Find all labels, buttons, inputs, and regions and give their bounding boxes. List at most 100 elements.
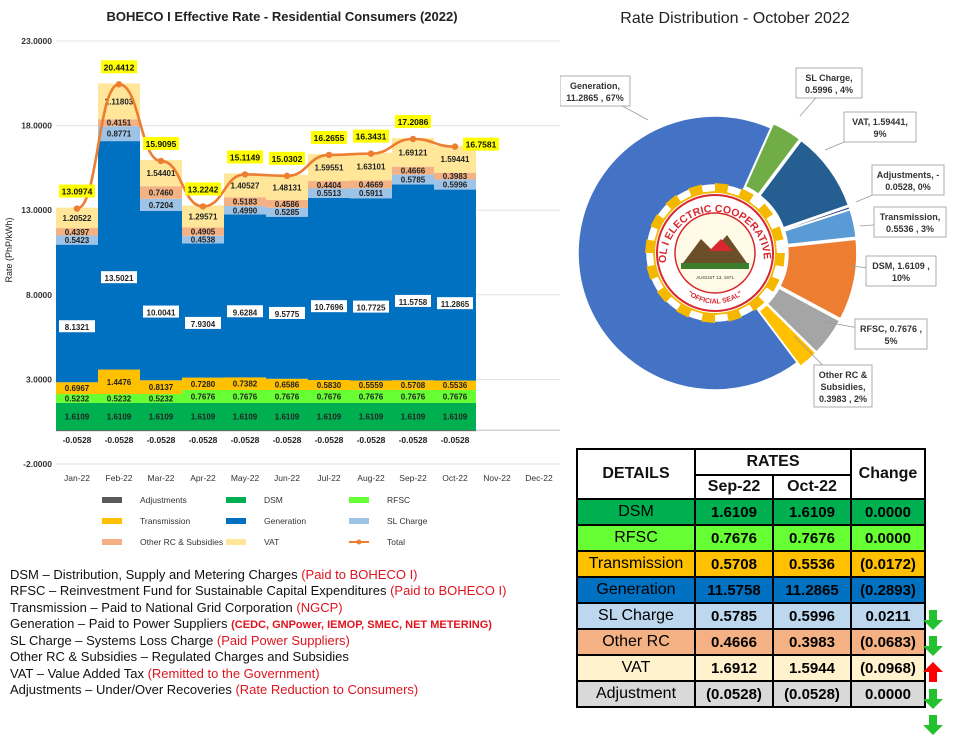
definitions-list: DSM – Distribution, Supply and Metering … bbox=[10, 567, 570, 698]
data-label-bg bbox=[395, 294, 431, 307]
bar-segment-vat bbox=[350, 152, 392, 181]
data-label: 1.20522 bbox=[63, 214, 92, 223]
pie-label-box bbox=[813, 364, 873, 408]
total-point bbox=[199, 203, 207, 210]
data-label: 7.9304 bbox=[191, 320, 216, 329]
rates-cell-oct: 1.6109 bbox=[772, 498, 852, 526]
bar-legend: Adjustments DSM RFSC Transmission Generation… bbox=[102, 495, 428, 547]
bar-segment-adjustments bbox=[266, 430, 308, 432]
pie-label-box bbox=[871, 164, 945, 196]
rates-cell-change: 0.0211 bbox=[850, 602, 926, 630]
data-label: 0.5232 bbox=[149, 394, 174, 403]
bar-segment-rfsc bbox=[434, 389, 476, 403]
total-label: 15.0302 bbox=[272, 154, 303, 164]
total-label-bg bbox=[101, 60, 137, 74]
legend-label: SL Charge bbox=[387, 516, 428, 526]
definition-paid-to: (NGCP) bbox=[296, 599, 343, 615]
y-tick-label: 23.0000 bbox=[21, 36, 52, 46]
definition-item: DSM – Distribution, Supply and Metering … bbox=[10, 567, 570, 583]
bar-segment-dsm bbox=[140, 402, 182, 431]
total-label-bg bbox=[311, 130, 347, 144]
data-label: 0.4538 bbox=[191, 236, 216, 245]
bar-segment-other-rc-subsidies bbox=[266, 200, 308, 208]
data-label-bg bbox=[353, 300, 389, 313]
legend-label: RFSC bbox=[387, 495, 410, 505]
rates-cell-change: 0.0000 bbox=[850, 498, 926, 526]
y-tick-label: 18.0000 bbox=[21, 121, 52, 131]
data-label: 13.5021 bbox=[105, 274, 134, 283]
data-label: 0.4905 bbox=[191, 228, 216, 237]
y-tick-label: -2.0000 bbox=[23, 459, 52, 469]
data-label: 1.59441 bbox=[441, 155, 470, 164]
bar-segment-vat bbox=[182, 205, 224, 228]
data-label: 0.5911 bbox=[359, 189, 384, 198]
bar-segment-adjustments bbox=[308, 430, 350, 432]
bar-segment-adjustments bbox=[392, 430, 434, 432]
total-point bbox=[157, 157, 165, 165]
data-label: 0.7676 bbox=[317, 392, 342, 401]
data-label: 8.1321 bbox=[65, 323, 90, 332]
bar-segment-other-rc-subsidies bbox=[308, 181, 350, 189]
pie-slice-transmission bbox=[783, 208, 857, 246]
legend-swatch bbox=[349, 518, 369, 524]
pie-slice-vat bbox=[758, 139, 850, 229]
pie-slice-other-rc-subsidies bbox=[758, 303, 817, 368]
total-point bbox=[115, 81, 123, 88]
data-label: 0.6586 bbox=[275, 380, 300, 389]
data-label: 9.5775 bbox=[275, 310, 300, 319]
arrow-down-icon bbox=[923, 714, 943, 735]
rates-cell-sep: 0.4666 bbox=[694, 628, 774, 656]
bar-segment-adjustments bbox=[224, 430, 266, 432]
data-label: -0.0528 bbox=[63, 435, 92, 445]
bar-segment-generation bbox=[56, 244, 98, 383]
definition-paid-to: (Paid to BOHECO I) bbox=[390, 583, 507, 599]
data-label: 11.2865 bbox=[441, 300, 470, 309]
bar-segment-vat bbox=[140, 160, 182, 187]
bar-segment-rfsc bbox=[56, 394, 98, 403]
bar-segment-sl-charge bbox=[266, 207, 308, 217]
legend-label: Total bbox=[387, 537, 405, 547]
total-label: 13.0974 bbox=[62, 187, 93, 197]
bar-segment-transmission bbox=[350, 380, 392, 390]
data-label: 1.29571 bbox=[189, 212, 218, 221]
bar-segment-other-rc-subsidies bbox=[392, 166, 434, 175]
bar-segment-dsm bbox=[182, 402, 224, 431]
bar-segment-other-rc-subsidies bbox=[98, 119, 140, 127]
bar-segment-vat bbox=[56, 207, 98, 229]
bar-segment-sl-charge bbox=[98, 126, 140, 142]
data-label: 0.7676 bbox=[191, 392, 216, 401]
pie-label-box bbox=[795, 67, 863, 99]
rates-cell-change: (0.0172) bbox=[850, 550, 926, 578]
bar-segment-generation bbox=[350, 198, 392, 381]
rates-cell-sep: 0.5708 bbox=[694, 550, 774, 578]
bar-segment-other-rc-subsidies bbox=[434, 172, 476, 180]
bar-segment-dsm bbox=[224, 402, 266, 431]
bar-segment-rfsc bbox=[350, 389, 392, 403]
bar-segment-sl-charge bbox=[224, 206, 266, 215]
seal-ring-outline bbox=[656, 194, 774, 312]
bar-segment-sl-charge bbox=[350, 188, 392, 199]
data-label: 0.7460 bbox=[149, 189, 174, 198]
x-tick-label: Jul-22 bbox=[317, 473, 340, 483]
definition-item: Generation – Paid to Power Suppliers (CE… bbox=[10, 616, 570, 633]
pie-label: Adjustments, -0.0528, 0% bbox=[877, 170, 940, 192]
pie-label: Generation, 11.2865 , 67% bbox=[566, 81, 624, 103]
data-label: 11.5758 bbox=[399, 298, 428, 307]
rates-cell-change: (0.2893) bbox=[850, 576, 926, 604]
rates-cell-oct: 1.5944 bbox=[772, 654, 852, 682]
definition-term: Other RC & Subsidies – Regulated Charges… bbox=[10, 649, 349, 665]
data-label: 0.4404 bbox=[317, 181, 342, 190]
data-label-bg bbox=[185, 316, 221, 329]
data-label: 1.6109 bbox=[65, 413, 90, 422]
data-label: 0.5183 bbox=[233, 198, 258, 207]
arrow-down-icon bbox=[923, 635, 943, 656]
legend-label: Adjustments bbox=[140, 495, 187, 505]
header-sep: Sep-22 bbox=[694, 474, 774, 500]
data-label-bg bbox=[269, 306, 305, 319]
bar-segment-dsm bbox=[98, 402, 140, 431]
bar-segment-sl-charge bbox=[308, 188, 350, 198]
rates-cell-sep: (0.0528) bbox=[694, 680, 774, 708]
rates-row: Transmission 0.5708 0.5536 (0.0172) bbox=[576, 550, 926, 578]
data-label: 0.5285 bbox=[275, 208, 300, 217]
bar-segment-transmission bbox=[98, 369, 140, 395]
